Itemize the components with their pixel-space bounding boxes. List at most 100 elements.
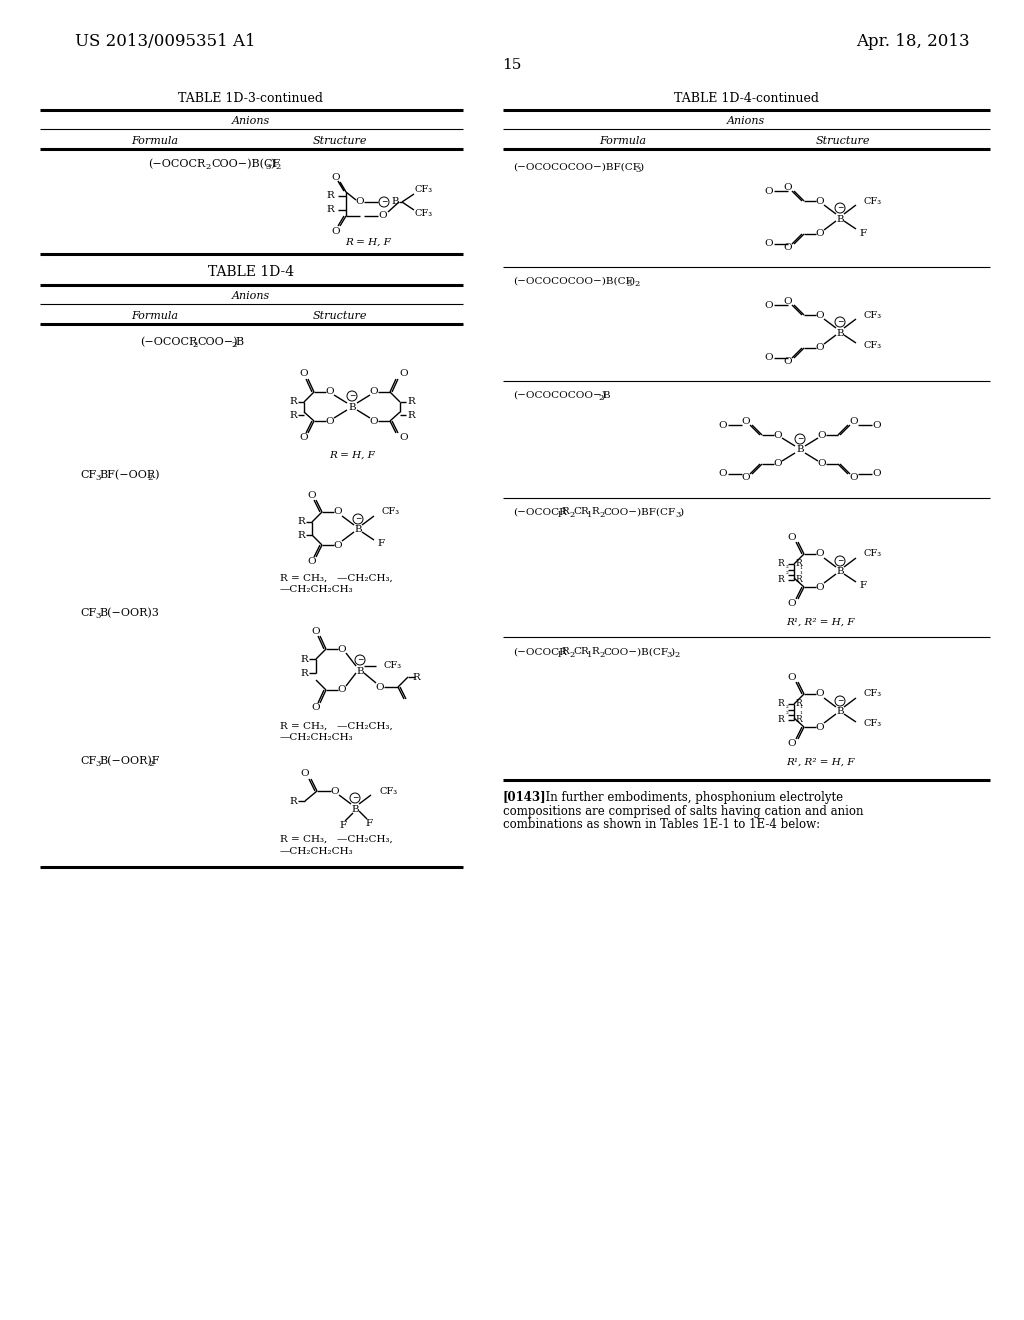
Text: R: R (561, 648, 568, 656)
Text: R: R (591, 648, 599, 656)
Text: 2: 2 (231, 341, 237, 348)
Text: R = CH₃,   —CH₂CH₃,: R = CH₃, —CH₂CH₃, (280, 722, 393, 730)
Text: 3: 3 (95, 760, 100, 768)
Text: O: O (787, 672, 797, 681)
Text: O: O (765, 239, 773, 248)
Text: O: O (338, 685, 346, 694)
Text: COO−): COO−) (197, 337, 238, 347)
Text: O: O (816, 582, 824, 591)
Text: ): ) (679, 507, 683, 516)
Text: CF₃: CF₃ (864, 719, 882, 729)
Text: O: O (376, 682, 384, 692)
Text: 2: 2 (598, 393, 603, 403)
Text: Structure: Structure (312, 312, 368, 321)
Text: O: O (816, 310, 824, 319)
Text: (−OCOCR: (−OCOCR (513, 648, 567, 656)
Text: R: R (561, 507, 568, 516)
Text: O: O (741, 474, 751, 483)
Text: R: R (289, 397, 297, 407)
Text: O: O (370, 388, 378, 396)
Text: 2: 2 (634, 280, 639, 288)
Text: CR: CR (573, 648, 589, 656)
Text: F: F (366, 818, 373, 828)
Text: O: O (765, 301, 773, 309)
Text: R: R (777, 715, 784, 725)
Text: 2: 2 (193, 341, 198, 348)
Text: O: O (311, 627, 321, 635)
Text: F: F (859, 582, 866, 590)
Text: O: O (719, 421, 727, 429)
Text: 3: 3 (265, 162, 270, 172)
Text: −: − (349, 392, 355, 400)
Text: 2: 2 (569, 511, 574, 519)
Text: 2: 2 (599, 511, 604, 519)
Text: −: − (797, 434, 803, 444)
Text: —CH₂CH₂CH₃: —CH₂CH₂CH₃ (280, 846, 353, 855)
Text: O: O (787, 598, 797, 607)
Text: CF₃: CF₃ (864, 310, 882, 319)
Text: R: R (796, 576, 802, 585)
Text: O: O (332, 227, 340, 235)
Text: ): ) (670, 648, 674, 656)
Text: O: O (307, 491, 316, 499)
Text: O: O (787, 738, 797, 747)
Text: O: O (301, 770, 309, 779)
Text: O: O (774, 459, 782, 469)
Text: 1: 1 (557, 651, 562, 659)
Text: Formula: Formula (131, 136, 178, 147)
Text: F: F (859, 228, 866, 238)
Text: B: B (348, 403, 355, 412)
Text: CF₃: CF₃ (384, 661, 402, 671)
Text: O: O (741, 417, 751, 425)
Text: B(−OOR)3: B(−OOR)3 (99, 607, 159, 618)
Text: (−OCOCOCOO−): (−OCOCOCOO−) (513, 391, 606, 400)
Text: ²: ² (785, 711, 788, 719)
Text: CF₃: CF₃ (415, 186, 433, 194)
Text: O: O (816, 689, 824, 698)
Text: O: O (816, 230, 824, 239)
Text: R: R (796, 700, 802, 709)
Text: R: R (412, 672, 420, 681)
Text: (−OCOCR: (−OCOCR (148, 158, 205, 169)
Text: CR: CR (573, 507, 589, 516)
Text: R: R (289, 411, 297, 420)
Text: B(−OOR)F: B(−OOR)F (99, 756, 160, 766)
Text: −: − (354, 515, 361, 524)
Text: O: O (355, 198, 365, 206)
Text: −: − (381, 198, 387, 206)
Text: 2: 2 (599, 651, 604, 659)
Text: R¹, R² = H, F: R¹, R² = H, F (785, 618, 854, 627)
Text: B: B (356, 667, 364, 676)
Text: R: R (289, 796, 297, 805)
Text: B: B (837, 329, 844, 338)
Text: ¹: ¹ (799, 705, 802, 713)
Text: Formula: Formula (131, 312, 178, 321)
Text: R: R (327, 191, 334, 201)
Text: R: R (407, 411, 415, 420)
Text: R = H, F: R = H, F (345, 238, 391, 247)
Text: [0143]: [0143] (503, 791, 547, 804)
Text: O: O (816, 722, 824, 731)
Text: R: R (297, 517, 305, 527)
Text: B: B (602, 391, 609, 400)
Text: 1: 1 (587, 651, 592, 659)
Text: B: B (837, 568, 844, 577)
Text: CF₃: CF₃ (864, 689, 882, 698)
Text: 3: 3 (635, 166, 640, 174)
Text: B: B (234, 337, 243, 347)
Text: —CH₂CH₂CH₃: —CH₂CH₂CH₃ (280, 586, 353, 594)
Text: In further embodiments, phosphonium electrolyte: In further embodiments, phosphonium elec… (538, 791, 843, 804)
Text: CF₃: CF₃ (864, 341, 882, 350)
Text: CF₃: CF₃ (864, 197, 882, 206)
Text: −: − (352, 793, 358, 803)
Text: Structure: Structure (816, 136, 870, 147)
Text: ¹: ¹ (799, 711, 802, 719)
Text: O: O (334, 507, 342, 516)
Text: BF(−OOR): BF(−OOR) (99, 470, 160, 480)
Text: O: O (300, 370, 308, 379)
Text: O: O (783, 243, 793, 252)
Text: Structure: Structure (312, 136, 368, 147)
Text: TABLE 1D-3-continued: TABLE 1D-3-continued (178, 91, 324, 104)
Text: O: O (816, 549, 824, 558)
Text: O: O (719, 470, 727, 479)
